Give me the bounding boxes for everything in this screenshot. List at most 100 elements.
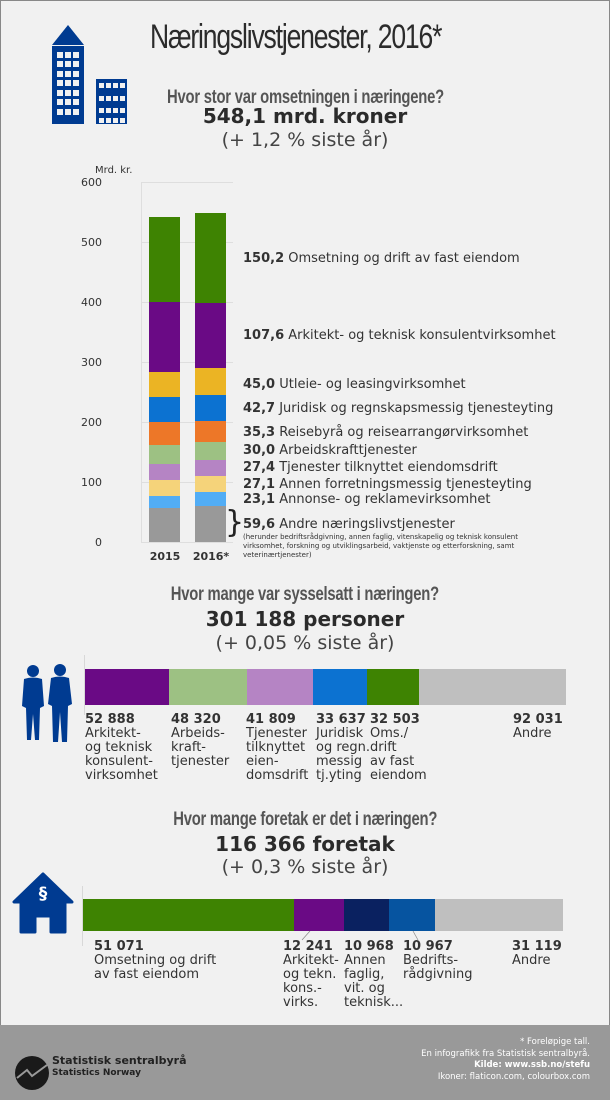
bar-segment [313,669,368,705]
y-axis-label: Mrd. kr. [95,165,133,176]
y-axis-line [141,182,142,543]
revenue-question: Hvor stor var omsetningen i næringene? [166,87,444,108]
bar-segment [367,669,419,705]
x-tick-2016: 2016* [192,550,230,563]
ssb-logo-text: Statistisk sentralbyrå Statistics Norway [52,1054,187,1079]
revenue-change: (+ 1,2 % siste år) [221,129,389,151]
bar-segment [149,302,180,373]
gridline [141,542,233,543]
page-title: Næringslivstjenester, 2016* [150,18,442,56]
legend-item: 45,0 Utleie- og leasingvirksomhet [243,377,466,392]
brace-icon: } [225,505,245,540]
legend-item: 27,1 Annen forretningsmessig tjenesteyti… [243,477,532,492]
legend-note: (herunder bedriftsrådgivning, annen fagl… [243,533,518,559]
legend-item: 150,2 Omsetning og drift av fast eiendom [243,251,520,266]
bar-segment [149,372,180,398]
y-tick: 500 [81,236,102,249]
bar-segment [149,397,180,422]
ssb-logo-icon [15,1056,49,1090]
footnote: * Foreløpige tall. [520,1037,590,1047]
gridline [141,242,233,243]
bar-segment [293,899,345,931]
footer-credits: * Foreløpige tall. En infografikk fra St… [421,1037,590,1083]
gridline [141,422,233,423]
bar-segment [169,669,247,705]
x-tick-2015: 2015 [149,550,181,563]
employment-change: (+ 0,05 % siste år) [215,632,395,654]
bar-segment [195,441,226,460]
bar-axis-line [84,655,85,715]
source-link[interactable]: Kilde: www.ssb.no/stefu [474,1060,590,1070]
gridline [141,302,233,303]
bar-segment [195,213,226,304]
y-tick: 100 [81,476,102,489]
bar-2015 [149,182,180,542]
bar-segment [434,899,563,931]
y-tick: 600 [81,176,102,189]
bar-segment [149,445,180,465]
buildings-icon [52,25,127,124]
employment-label: 33 637 Juridisk og regn. messig tj.yting [316,712,371,783]
employment-stacked-bar [85,669,566,705]
revenue-total: 548,1 mrd. kroner [202,104,408,128]
house-paragraph-icon: § [12,872,74,934]
legend-item: 59,6 Andre næringslivstjenester [243,517,455,532]
enterprises-stacked-bar [83,899,563,931]
bar-segment [195,506,226,542]
leader-lines [301,930,419,941]
bar-segment [195,420,226,442]
bar-segment [149,422,180,446]
people-icon [22,664,72,742]
bar-segment [195,367,226,395]
enterprises-label: 12 241 Arkitekt- og tekn. kons.- virks. [283,939,339,1010]
employment-question: Hvor mange var sysselsatt i næringen? [170,584,440,605]
enterprises-change: (+ 0,3 % siste år) [221,856,389,878]
credit: En infografikk fra Statistisk sentralbyr… [421,1048,590,1059]
employment-label: 41 809 Tjenester tilknyttet eien- domsdri… [246,712,309,783]
bar-segment [149,495,180,509]
bar-segment [149,508,180,542]
bar-segment [195,476,226,493]
enterprises-label: 51 071 Omsetning og drift av fast eiendom [94,939,217,982]
bar-segment [85,669,170,705]
legend-item: 23,1 Annonse- og reklamevirksomhet [243,492,491,507]
bar-segment [195,394,226,421]
legend-item: 107,6 Arkitekt- og teknisk konsulentvirk… [243,328,556,343]
bar-segment [149,217,180,302]
bar-segment [149,464,180,481]
icons-credit: Ikoner: flaticon.com, colourbox.com [437,1071,590,1082]
enterprises-total: 116 366 foretak [215,832,395,856]
enterprises-label: 31 119 Andre [512,939,562,968]
gridline [141,362,233,363]
y-tick: 400 [81,296,102,309]
gridline [141,482,233,483]
legend-item: 42,7 Juridisk og regnskapsmessig tjenest… [243,401,554,416]
bar-2016 [195,182,226,542]
bar-segment [344,899,390,931]
bar-segment [246,669,314,705]
employment-label: 52 888 Arkitekt- og teknisk konsulent- vi… [85,712,158,783]
bar-segment [389,899,435,931]
enterprises-question: Hvor mange foretak er det i næringen? [173,809,437,830]
bar-segment [149,480,180,496]
bar-segment [195,492,226,507]
legend-item: 30,0 Arbeidskrafttjenester [243,443,417,458]
bar-segment [418,669,566,705]
legend-item: 27,4 Tjenester tilknyttet eiendomsdrift [243,460,498,475]
bar-segment [83,899,294,931]
employment-label: 32 503 Oms./ drift av fast eiendom [370,712,427,783]
bar-segment [195,459,226,477]
bar-segment [195,303,226,368]
employment-label: 48 320 Arbeids- kraft- tjenester [171,712,230,769]
enterprises-label: 10 968 Annen faglig, vit. og teknisk... [344,939,404,1010]
footer: Statistisk sentralbyrå Statistics Norway… [0,1025,610,1100]
y-tick: 300 [81,356,102,369]
gridline [141,182,233,183]
enterprises-label: 10 967 Bedrifts- rådgivning [403,939,473,982]
legend-item: 35,3 Reisebyrå og reisearrangørvirksomhe… [243,425,529,440]
bar-axis-line [82,886,83,946]
employment-total: 301 188 personer [205,607,405,631]
y-tick: 200 [81,416,102,429]
employment-label: 92 031 Andre [513,712,563,741]
y-tick: 0 [95,536,102,549]
